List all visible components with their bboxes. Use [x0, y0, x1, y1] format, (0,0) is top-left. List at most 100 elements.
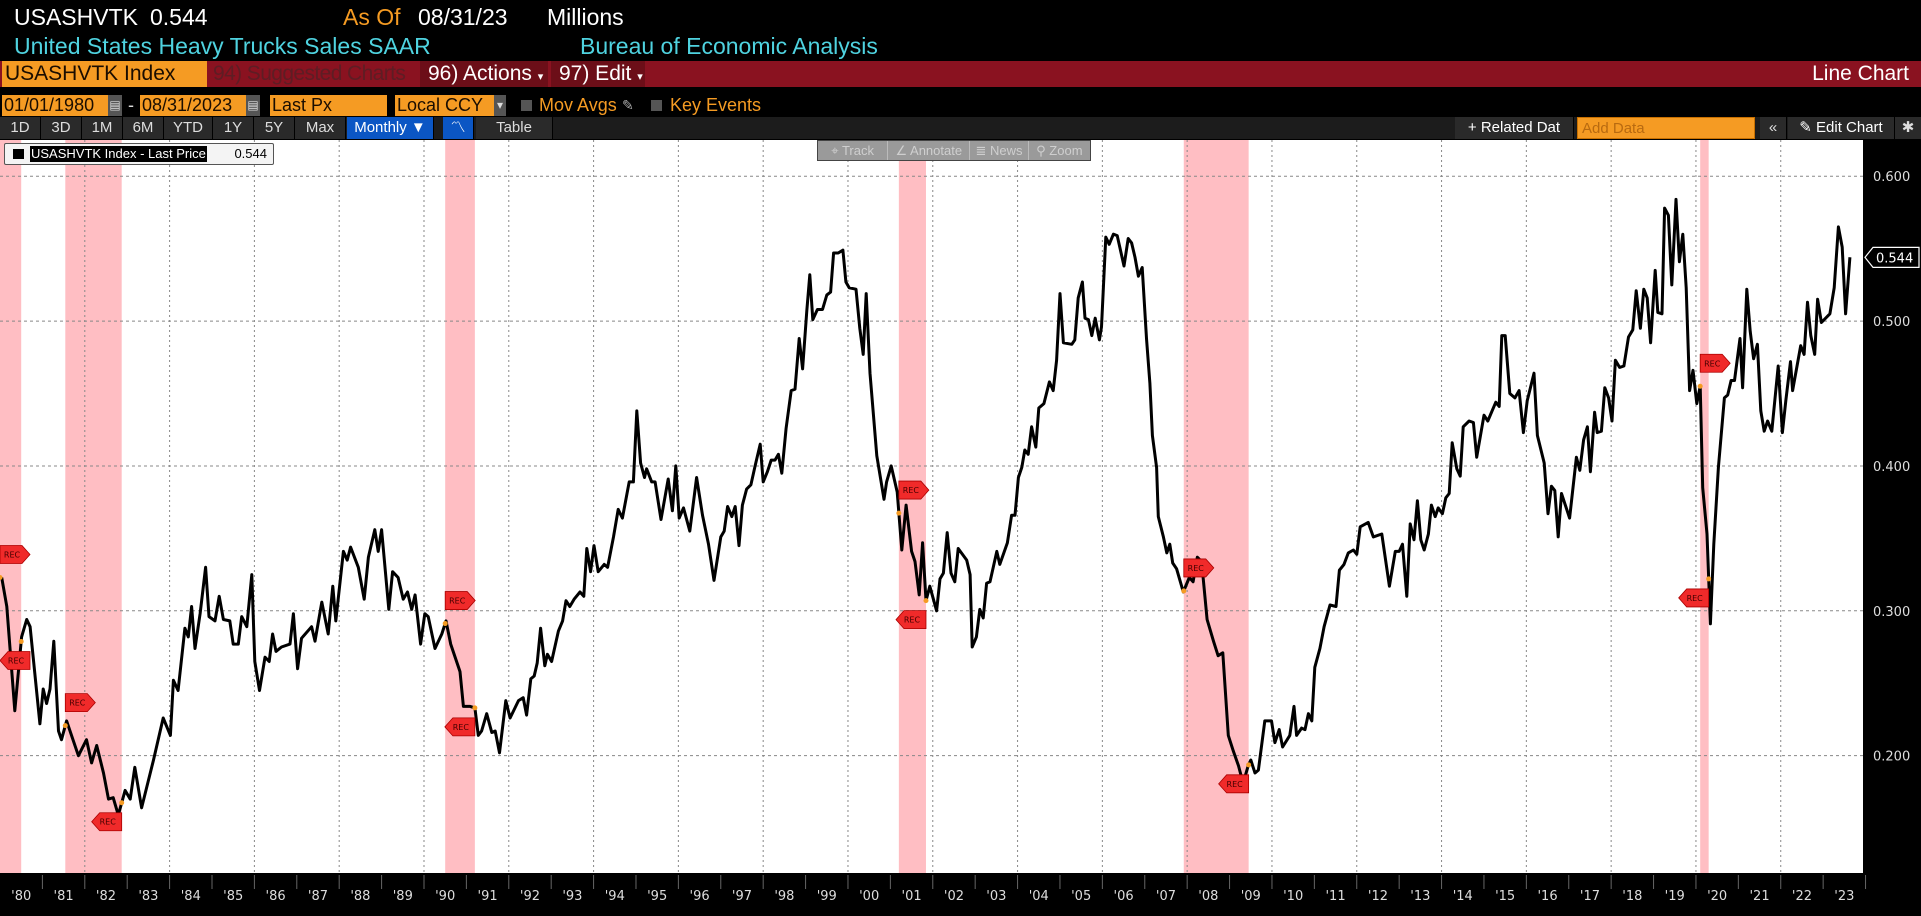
x-tick-label: '81: [54, 889, 74, 904]
line-chart-icon[interactable]: 〽: [443, 117, 474, 139]
period-1m[interactable]: 1M: [82, 117, 123, 139]
x-tick-label: '17: [1580, 889, 1600, 904]
x-tick-label: '93: [562, 889, 582, 904]
x-tick-label: '10: [1283, 889, 1303, 904]
x-tick-label: '23: [1834, 889, 1854, 904]
recession-marker: [444, 717, 476, 737]
news-tool[interactable]: ≣ News: [970, 141, 1029, 160]
recession-point: [923, 598, 929, 604]
x-tick-label: '16: [1537, 889, 1557, 904]
period-3d[interactable]: 3D: [41, 117, 82, 139]
end-date-input[interactable]: 08/31/2023: [140, 95, 247, 116]
x-tick-label: '05: [1071, 889, 1091, 904]
recession-marker: [0, 651, 31, 670]
field-select[interactable]: Last Px: [270, 95, 387, 116]
x-tick-label: '19: [1665, 889, 1685, 904]
x-tick-label: '20: [1707, 889, 1727, 904]
recession-marker-label: REC: [4, 550, 21, 559]
chevron-down-icon[interactable]: ▾: [494, 95, 506, 116]
chart-tools: ⌖ Track ∠ Annotate ≣ News ⚲ Zoom: [817, 140, 1091, 161]
currency-select[interactable]: Local CCY: [395, 95, 494, 116]
key-events-checkbox[interactable]: [651, 100, 662, 111]
recession-band: [65, 140, 122, 873]
x-tick-label: '99: [817, 889, 837, 904]
actions-label: 96) Actions: [428, 62, 532, 85]
y-axis-panel: [1863, 140, 1921, 916]
recession-band: [898, 140, 926, 873]
x-tick-label: '96: [690, 889, 710, 904]
chevron-down-icon: ▾: [637, 71, 643, 83]
suggested-charts-button[interactable]: 94) Suggested Charts: [213, 62, 406, 85]
recession-marker-label: REC: [1188, 564, 1205, 573]
recession-point: [119, 800, 125, 806]
y-tick-label: 0.500: [1873, 315, 1910, 330]
y-tick-label: 0.200: [1873, 750, 1910, 765]
data-source: Bureau of Economic Analysis: [580, 33, 878, 59]
calendar-icon[interactable]: ▤: [108, 95, 122, 116]
legend-swatch: [13, 149, 24, 159]
key-events-label: Key Events: [670, 95, 762, 115]
x-tick-label: '07: [1156, 889, 1176, 904]
track-tool[interactable]: ⌖ Track: [818, 141, 889, 160]
recession-marker-label: REC: [903, 486, 920, 495]
x-tick-label: '02: [944, 889, 964, 904]
period-5y[interactable]: 5Y: [254, 117, 295, 139]
collapse-icon[interactable]: «: [1760, 117, 1787, 139]
y-tick-label: 0.300: [1873, 605, 1910, 620]
period-1y[interactable]: 1Y: [213, 117, 254, 139]
recession-point: [1706, 576, 1712, 582]
x-tick-label: '91: [478, 889, 498, 904]
recession-band: [0, 140, 22, 873]
edit-button[interactable]: 97) Edit ▾: [551, 61, 645, 87]
chart-legend[interactable]: USASHVTK Index - Last Price 0.544: [4, 143, 274, 165]
recession-marker: [444, 591, 476, 610]
recession-marker: [1183, 558, 1215, 578]
as-of-date: 08/31/23: [418, 4, 508, 30]
recession-point: [1246, 762, 1252, 768]
actions-button[interactable]: 96) Actions ▾: [420, 61, 548, 87]
series-description: United States Heavy Trucks Sales SAAR: [14, 33, 431, 59]
period-ytd[interactable]: YTD: [164, 117, 213, 139]
table-button[interactable]: Table: [476, 117, 553, 139]
units-label: Millions: [547, 4, 624, 30]
x-tick-label: '82: [96, 889, 116, 904]
recession-marker: [1678, 588, 1710, 608]
pencil-icon[interactable]: ✎: [622, 97, 634, 113]
gear-icon[interactable]: ✱: [1895, 117, 1921, 139]
mov-avgs-checkbox[interactable]: [521, 100, 532, 111]
recession-marker-label: REC: [1704, 359, 1721, 368]
recession-marker-label: REC: [8, 656, 25, 665]
start-date-input[interactable]: 01/01/1980: [2, 95, 109, 116]
recession-marker: [91, 812, 123, 832]
y-tick-label: 0.400: [1873, 460, 1910, 475]
recession-marker-label: REC: [1687, 594, 1704, 603]
recession-marker: [64, 693, 96, 713]
x-tick-label: '87: [308, 889, 328, 904]
x-tick-label: '98: [774, 889, 794, 904]
recession-point: [62, 723, 68, 729]
period-max[interactable]: Max: [295, 117, 346, 139]
calendar-icon[interactable]: ▤: [246, 95, 260, 116]
recession-marker-label: REC: [100, 818, 117, 827]
x-tick-label: '13: [1410, 889, 1430, 904]
x-axis-panel: [0, 873, 1921, 916]
chart-type-label: Line Chart: [1812, 62, 1909, 85]
frequency-select[interactable]: Monthly ▼: [347, 117, 434, 139]
legend-label: USASHVTK Index - Last Price: [30, 146, 207, 162]
edit-chart-button[interactable]: ✎ Edit Chart: [1788, 117, 1895, 139]
line-chart[interactable]: '80 '81 '82 '83 '84 '85 '86 '87 '88 '89 '90 '91 '92 '…: [0, 140, 1921, 916]
zoom-tool[interactable]: ⚲ Zoom: [1036, 143, 1083, 158]
x-tick-label: '95: [647, 889, 667, 904]
recession-point: [1181, 588, 1187, 594]
annotate-tool[interactable]: ∠ Annotate: [888, 141, 971, 160]
x-tick-label: '94: [605, 889, 625, 904]
series-line: [0, 197, 1852, 817]
period-6m[interactable]: 6M: [123, 117, 164, 139]
x-tick-label: '97: [732, 889, 752, 904]
x-tick-label: '80: [11, 889, 31, 904]
period-1d[interactable]: 1D: [0, 117, 41, 139]
security-field[interactable]: USASHVTK Index: [2, 61, 207, 87]
add-data-input[interactable]: Add Data: [1577, 117, 1755, 139]
related-data-button[interactable]: + Related Dat: [1455, 117, 1574, 139]
edit-label: 97) Edit: [559, 62, 632, 85]
